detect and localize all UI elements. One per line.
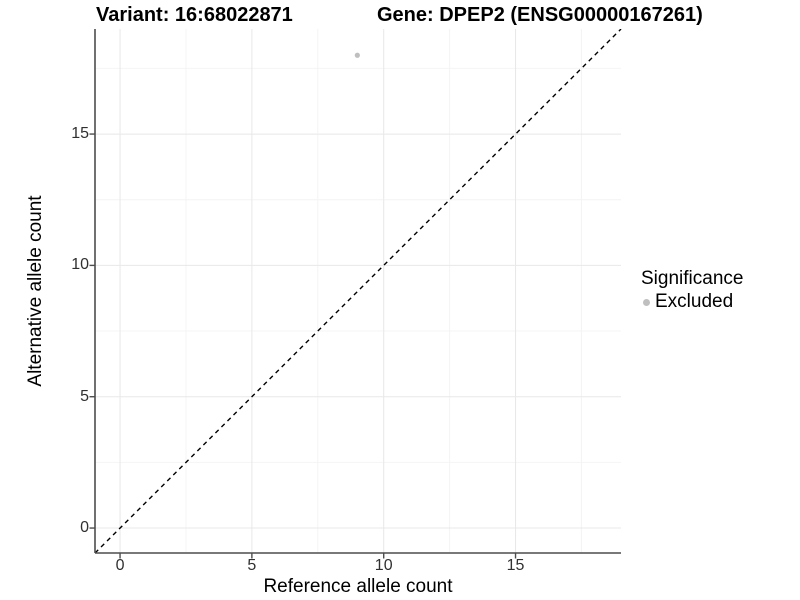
y-axis-tick-label: 15	[71, 125, 89, 143]
x-axis-title: Reference allele count	[263, 576, 453, 597]
x-axis-tick-label: 15	[506, 557, 525, 574]
plot-title-gene: Gene: DPEP2 (ENSG00000167261)	[377, 4, 703, 26]
x-axis-tick-label: 5	[247, 557, 257, 574]
plot-panel	[89, 29, 622, 559]
legend-item-label: Excluded	[655, 291, 734, 312]
legend-item-excluded: Excluded	[641, 291, 743, 313]
legend-point-icon	[642, 298, 650, 306]
legend: Significance Excluded	[641, 268, 743, 313]
y-axis-tick-label: 10	[71, 256, 89, 274]
x-axis-tick-label: 10	[374, 557, 393, 574]
y-axis-title: Alternative allele count	[25, 195, 46, 387]
legend-title: Significance	[641, 268, 744, 289]
x-axis-tick-label: 0	[115, 557, 125, 574]
plot-title-variant: Variant: 16:68022871	[96, 4, 293, 26]
y-axis-tick-label: 5	[80, 387, 89, 405]
y-axis-tick-label: 0	[80, 519, 89, 537]
legend-key	[637, 292, 655, 312]
